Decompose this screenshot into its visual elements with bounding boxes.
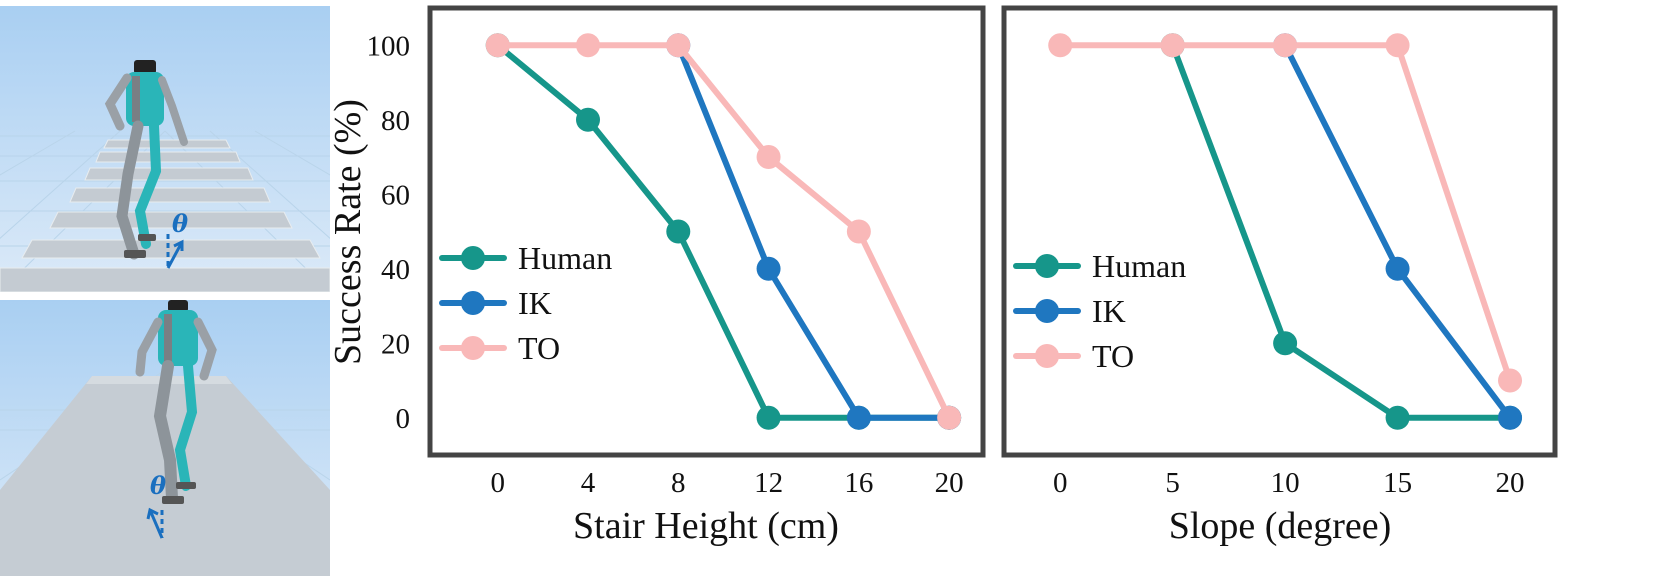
stair-point-human bbox=[666, 219, 691, 244]
slope-legend-label-ik: IK bbox=[1092, 293, 1126, 329]
stair-series-line-to bbox=[494, 42, 953, 421]
y-tick-label: 40 bbox=[381, 254, 410, 286]
slope-chart-frame bbox=[1001, 5, 1558, 458]
stair-point-to bbox=[937, 405, 962, 430]
slope-series-line-human bbox=[1169, 42, 1514, 421]
slope-x-tick-label: 10 bbox=[1271, 467, 1300, 499]
slope-x-axis-title: Slope (degree) bbox=[1169, 505, 1392, 547]
stair-x-tick-label: 4 bbox=[581, 467, 596, 499]
slope-point-human bbox=[1273, 331, 1298, 356]
stair-legend-marker-ik bbox=[461, 291, 485, 315]
slope-point-to bbox=[1048, 33, 1073, 58]
slope-x-tick-label: 20 bbox=[1496, 467, 1525, 499]
slope-legend-label-to: TO bbox=[1092, 338, 1134, 374]
stair-point-to bbox=[846, 219, 871, 244]
slope-point-to bbox=[1273, 33, 1298, 58]
slope-point-to bbox=[1385, 33, 1410, 58]
slope-x-tick-label: 15 bbox=[1383, 467, 1412, 499]
stair-chart-frame bbox=[427, 5, 986, 458]
slope-legend-marker-to bbox=[1035, 344, 1059, 368]
stair-point-human bbox=[576, 107, 600, 132]
stair-x-tick-label: 12 bbox=[754, 467, 783, 499]
stair-legend-label-to: TO bbox=[518, 330, 560, 366]
slope-x-tick-label: 5 bbox=[1165, 467, 1180, 499]
stair-point-to bbox=[756, 145, 781, 169]
slope-point-to bbox=[1498, 368, 1523, 393]
stair-x-tick-label: 16 bbox=[844, 467, 873, 499]
slope-angle-label: θ bbox=[150, 471, 166, 500]
stairs-sim-image: θ bbox=[0, 6, 330, 292]
y-tick-label: 60 bbox=[381, 179, 410, 211]
stair-point-ik bbox=[756, 256, 781, 281]
slope-sim-image: θ bbox=[0, 300, 330, 576]
stair-point-to bbox=[485, 33, 510, 58]
y-tick-label: 100 bbox=[367, 30, 411, 62]
stair-series-line-ik bbox=[675, 42, 953, 421]
slope-point-to bbox=[1160, 33, 1185, 58]
stair-x-tick-label: 20 bbox=[935, 467, 964, 499]
slope-legend-marker-human bbox=[1035, 254, 1059, 278]
stair-point-to bbox=[576, 33, 600, 58]
stairs-angle-label: θ bbox=[172, 209, 188, 238]
slope-point-ik bbox=[1385, 256, 1410, 281]
slope-x-tick-label: 0 bbox=[1053, 467, 1068, 499]
stair-x-tick-label: 8 bbox=[671, 467, 686, 499]
stair-legend-label-ik: IK bbox=[518, 285, 552, 321]
stair-legend-label-human: Human bbox=[518, 240, 612, 276]
slope-point-ik bbox=[1498, 405, 1523, 430]
slope-legend-label-human: Human bbox=[1092, 248, 1186, 284]
stair-legend-marker-human bbox=[461, 246, 485, 270]
stair-point-human bbox=[756, 405, 781, 430]
slope-point-human bbox=[1385, 405, 1410, 430]
slope-chart: 0 5 10 15 20 Human IK TO Slope (degree) bbox=[1001, 5, 1558, 547]
slope-series-line-ik bbox=[1282, 42, 1514, 421]
stair-x-tick-label: 0 bbox=[490, 467, 505, 499]
stair-height-chart: 0 4 8 12 16 20 0 20 40 60 80 100 Human IK TO Stair Hei… bbox=[367, 5, 986, 547]
stair-point-to bbox=[666, 33, 691, 58]
stair-x-axis-title: Stair Height (cm) bbox=[573, 505, 839, 547]
slope-legend-marker-ik bbox=[1035, 299, 1059, 323]
stair-point-ik bbox=[846, 405, 871, 430]
stair-legend-marker-to bbox=[461, 336, 485, 360]
y-tick-label: 0 bbox=[396, 403, 411, 435]
y-axis-title: Success Rate (%) bbox=[327, 99, 369, 365]
y-tick-label: 80 bbox=[381, 105, 410, 137]
y-tick-label: 20 bbox=[381, 328, 410, 360]
